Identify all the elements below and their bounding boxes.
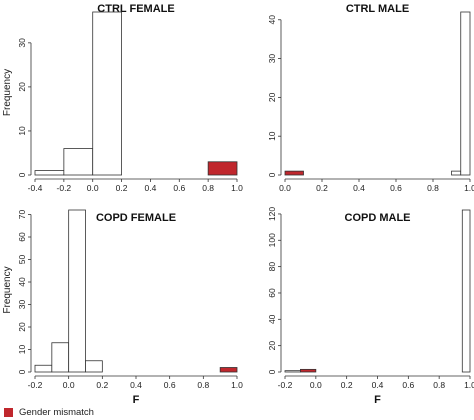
- x-tick-label: -0.2: [28, 380, 43, 390]
- x-tick-label: 0.0: [279, 183, 291, 193]
- legend: Gender mismatch: [4, 405, 94, 419]
- y-tick-label: 0: [17, 369, 27, 374]
- x-tick-label: 0.8: [197, 380, 209, 390]
- histogram-bar: [284, 370, 301, 373]
- x-tick-label: 0.6: [173, 183, 185, 193]
- mismatch-bar: [207, 161, 238, 176]
- x-tick-label: 0.0: [87, 183, 99, 193]
- histogram-bar: [461, 209, 471, 373]
- histogram-bar: [460, 11, 471, 176]
- x-tick-label: 0.2: [96, 380, 108, 390]
- x-tick-label: 0.0: [310, 380, 322, 390]
- x-axis-label: F: [374, 394, 381, 406]
- y-tick-label: 100: [267, 233, 277, 247]
- legend-label: Gender mismatch: [19, 406, 94, 418]
- histogram-bar: [34, 364, 53, 373]
- x-tick-label: 0.8: [433, 380, 445, 390]
- y-tick-label: 20: [17, 82, 27, 92]
- y-tick-label: 60: [267, 288, 277, 298]
- y-tick-label: 30: [17, 38, 27, 48]
- y-tick-label: 40: [267, 314, 277, 324]
- x-tick-label: 0.6: [390, 183, 402, 193]
- y-tick-label: 120: [267, 207, 277, 221]
- histogram-bar: [51, 342, 70, 373]
- y-tick-label: 20: [267, 341, 277, 351]
- x-tick-label: 1.0: [464, 183, 474, 193]
- panel-title: COPD MALE: [345, 212, 411, 224]
- histogram-bar: [34, 170, 65, 176]
- x-tick-label: -0.2: [57, 183, 72, 193]
- y-tick-label: 10: [17, 126, 27, 136]
- histogram-bar: [68, 209, 86, 373]
- y-tick-label: 70: [17, 210, 27, 220]
- y-tick-label: 30: [267, 54, 277, 64]
- x-tick-label: 0.2: [116, 183, 128, 193]
- x-tick-label: 0.4: [353, 183, 365, 193]
- y-tick-label: 0: [267, 369, 277, 374]
- y-tick-label: 30: [17, 300, 27, 310]
- x-tick-label: 1.0: [231, 380, 243, 390]
- histogram-bar: [63, 148, 94, 176]
- y-tick-label: 40: [17, 277, 27, 287]
- mismatch-bar: [219, 367, 238, 373]
- y-tick-label: 0: [17, 172, 27, 177]
- x-tick-label: 0.2: [341, 380, 353, 390]
- panel-title: COPD FEMALE: [96, 212, 176, 224]
- y-axis-label: Frequency: [2, 69, 13, 116]
- x-tick-label: 0.0: [63, 380, 75, 390]
- x-tick-label: 0.8: [427, 183, 439, 193]
- x-tick-label: 0.4: [372, 380, 384, 390]
- y-tick-label: 10: [17, 345, 27, 355]
- histogram-bar: [85, 360, 103, 373]
- x-tick-label: 1.0: [464, 380, 474, 390]
- x-tick-label: 1.0: [231, 183, 243, 193]
- panel-3: COPD FEMALE -0.2 0.0 0.2 0.4 0.6 0.8 1.0 0 10 20 30…: [2, 210, 243, 406]
- legend-swatch-icon: [4, 407, 13, 417]
- x-tick-label: 0.6: [164, 380, 176, 390]
- x-axis-label: F: [133, 394, 140, 406]
- x-tick-label: -0.2: [278, 380, 293, 390]
- panel-1: CTRL FEMALE-0.4 -0.2 0.0 0.2 0.4 0.6 0.8 1.0010…: [2, 3, 243, 193]
- mismatch-bar: [300, 368, 317, 373]
- y-axis-label: Frequency: [2, 266, 13, 313]
- y-tick-label: 20: [17, 322, 27, 332]
- y-tick-label: 20: [267, 92, 277, 102]
- histogram-bar: [92, 11, 122, 176]
- y-tick-label: 10: [267, 131, 277, 141]
- x-tick-label: 0.6: [402, 380, 414, 390]
- y-tick-label: 0: [267, 172, 277, 177]
- panel-title: CTRL MALE: [346, 3, 409, 15]
- panel-4: COPD MALE -0.2 0.0 0.2 0.4 0.6 0.8 1.0 0 20 40 60 80…: [267, 207, 474, 406]
- x-tick-label: 0.8: [202, 183, 214, 193]
- y-tick-label: 40: [267, 15, 277, 25]
- y-tick-label: 80: [267, 262, 277, 272]
- x-tick-label: 0.4: [145, 183, 157, 193]
- x-tick-label: 0.4: [130, 380, 142, 390]
- x-tick-label: -0.4: [28, 183, 43, 193]
- panel-2: CTRL MALE 0.0 0.2 0.4 0.6 0.8 1.0 0 10 20 30 40: [267, 3, 474, 193]
- x-tick-label: 0.2: [316, 183, 328, 193]
- y-tick-label: 60: [17, 232, 27, 242]
- histogram-bar: [451, 170, 462, 176]
- mismatch-bar: [284, 170, 304, 176]
- y-tick-label: 50: [17, 255, 27, 265]
